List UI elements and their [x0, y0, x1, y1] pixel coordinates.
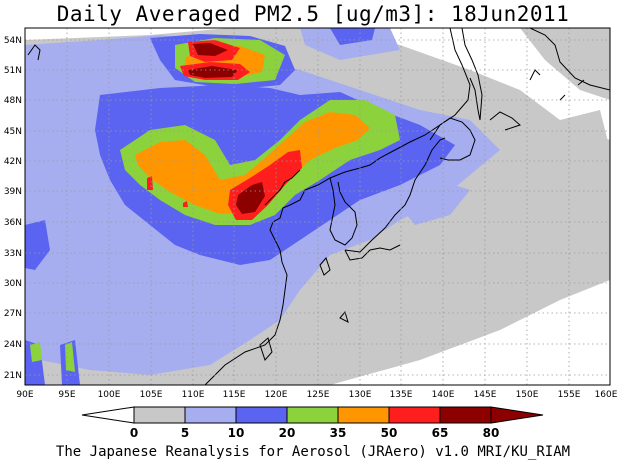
x-tick-label: 130E — [349, 390, 372, 400]
colorbar-box — [388, 406, 441, 424]
colorbar-label: 20 — [279, 426, 296, 440]
x-tick-label: 125E — [307, 390, 330, 400]
colorbar-label: 50 — [381, 426, 398, 440]
contour-level-80-plus — [188, 43, 265, 214]
y-tick-label: 54N — [4, 36, 22, 46]
colorbar-upper-arrow — [490, 406, 544, 424]
x-tick-label: 100E — [98, 390, 121, 400]
colorbar-box — [184, 406, 237, 424]
coastlines — [27, 28, 610, 385]
colorbar-box — [439, 406, 492, 424]
x-tick-label: 135E — [390, 390, 413, 400]
y-tick-label: 48N — [4, 96, 22, 106]
colorbar-label: 80 — [483, 426, 500, 440]
y-tick-label: 39N — [4, 187, 22, 197]
x-tick-label: 145E — [474, 390, 497, 400]
pm25-field — [25, 28, 610, 385]
map-title: Daily Averaged PM2.5 [ug/m3]: 18Jun2011 — [56, 2, 570, 26]
y-tick-label: 33N — [4, 249, 22, 259]
x-axis-labels: 90E 95E 100E 105E 110E 115E 120E 125E 13… — [16, 390, 617, 400]
colorbar-lower-arrow — [81, 406, 135, 424]
colorbar-label: 65 — [432, 426, 449, 440]
x-tick-label: 110E — [182, 390, 205, 400]
y-tick-label: 21N — [4, 371, 22, 381]
x-tick-label: 95E — [58, 390, 75, 400]
x-tick-label: 140E — [432, 390, 455, 400]
plot-frame — [24, 27, 611, 386]
colorbar-box — [286, 406, 339, 424]
x-tick-label: 120E — [265, 390, 288, 400]
x-tick-label: 160E — [595, 390, 618, 400]
graticule — [25, 28, 610, 385]
x-tick-label: 105E — [140, 390, 163, 400]
x-tick-label: 115E — [223, 390, 246, 400]
y-tick-label: 24N — [4, 340, 22, 350]
credit-line: The Japanese Reanalysis for Aerosol (JRA… — [55, 444, 571, 460]
colorbar-label: 5 — [181, 426, 189, 440]
colorbar-label: 35 — [330, 426, 347, 440]
colorbar-box — [337, 406, 390, 424]
x-tick-label: 150E — [516, 390, 539, 400]
colorbar-label: 0 — [130, 426, 138, 440]
y-tick-label: 42N — [4, 157, 22, 167]
colorbar-label: 10 — [228, 426, 245, 440]
y-tick-label: 27N — [4, 309, 22, 319]
x-tick-label: 155E — [558, 390, 581, 400]
colorbar-box — [133, 406, 186, 424]
colorbar: 0 5 10 20 35 50 65 80 — [81, 406, 544, 440]
colorbar-box — [235, 406, 288, 424]
y-tick-label: 51N — [4, 66, 22, 76]
y-tick-label: 45N — [4, 127, 22, 137]
y-axis-labels: 21N 24N 27N 30N 33N 36N 39N 42N 45N 48N … — [4, 36, 22, 381]
x-tick-label: 90E — [16, 390, 33, 400]
y-tick-label: 30N — [4, 279, 22, 289]
y-tick-label: 36N — [4, 218, 22, 228]
